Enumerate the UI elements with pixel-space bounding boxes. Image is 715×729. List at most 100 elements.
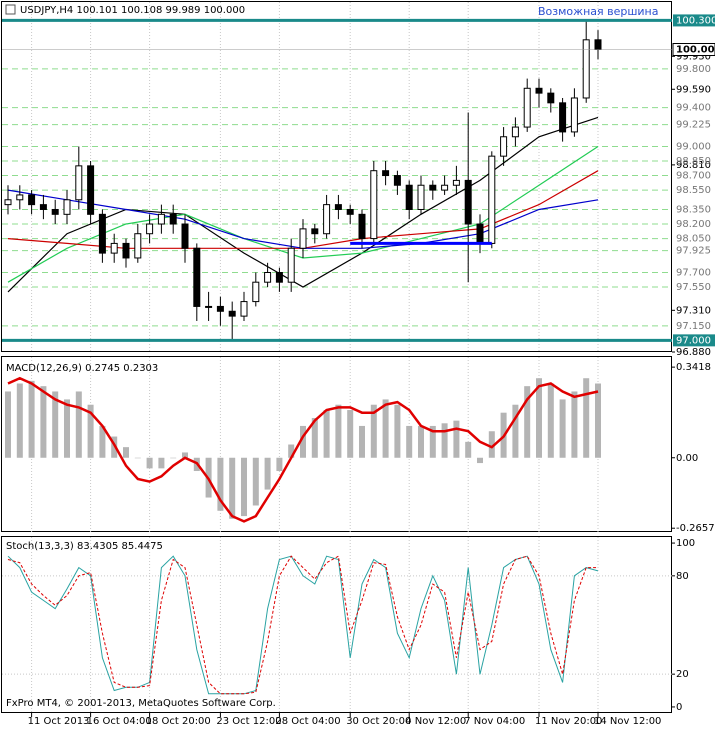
level-label: 99.225 bbox=[676, 120, 711, 131]
candle-body bbox=[323, 204, 331, 235]
histogram-bar bbox=[382, 399, 389, 458]
macd-panel bbox=[1, 356, 672, 532]
level-label: 97.925 bbox=[676, 246, 711, 257]
x-tick-label: 4 Nov 12:00 bbox=[405, 716, 466, 727]
histogram-bar bbox=[241, 457, 247, 517]
x-tick-label: 16 Oct 04:00 bbox=[87, 716, 152, 727]
candle-body bbox=[370, 170, 378, 240]
histogram-bar bbox=[217, 457, 224, 511]
histogram-bar bbox=[370, 404, 377, 458]
histogram-bar bbox=[477, 457, 483, 464]
oscillator-line bbox=[7, 555, 598, 695]
oscillator-line bbox=[7, 555, 599, 695]
level-label: 99.800 bbox=[676, 64, 711, 75]
candle-body bbox=[98, 213, 106, 254]
histogram-bar bbox=[52, 391, 59, 458]
candle-body bbox=[405, 184, 413, 210]
histogram-bar bbox=[335, 404, 342, 458]
histogram-bar bbox=[40, 386, 47, 458]
price-title: USDJPY,H4 100.101 100.108 99.989 100.000 bbox=[20, 5, 245, 16]
level-label: 97.150 bbox=[676, 321, 711, 332]
histogram-bar bbox=[429, 425, 436, 458]
level-label: 99.400 bbox=[676, 103, 711, 114]
macd-title: MACD(12,26,9) 0.2745 0.2303 bbox=[6, 363, 158, 374]
candle-body bbox=[311, 228, 319, 235]
candle-body bbox=[441, 184, 449, 191]
level-label: 99.000 bbox=[676, 141, 711, 152]
candle-body bbox=[16, 194, 24, 201]
y-tick-label: 80 bbox=[676, 571, 689, 582]
candle-body bbox=[28, 194, 36, 206]
y-tick-label: 99.590 bbox=[676, 84, 711, 95]
histogram-bar bbox=[229, 457, 236, 519]
annotation: Возможная вершина bbox=[538, 5, 659, 18]
histogram-bar bbox=[559, 399, 566, 458]
candle-body bbox=[4, 199, 12, 206]
candle-body bbox=[169, 213, 177, 225]
symbol-icon bbox=[5, 4, 16, 15]
histogram-bar bbox=[182, 452, 188, 458]
candle-body bbox=[511, 126, 519, 138]
candle-body bbox=[346, 208, 354, 215]
histogram-bar bbox=[453, 420, 460, 458]
histogram-bar bbox=[75, 391, 82, 458]
y-tick-label: 0.00 bbox=[676, 453, 698, 464]
candle-body bbox=[252, 281, 260, 303]
y-tick-label: -0.2657 bbox=[676, 523, 715, 534]
histogram-bar bbox=[123, 447, 129, 458]
y-tick-label: 97.310 bbox=[676, 305, 711, 316]
key-level-label: 100.300 bbox=[676, 15, 715, 26]
histogram-bar bbox=[488, 431, 495, 458]
current-price-label: 100.000 bbox=[676, 45, 715, 56]
candle-body bbox=[582, 39, 590, 99]
candle-body bbox=[535, 87, 543, 94]
level-label: 98.700 bbox=[676, 171, 711, 182]
y-tick-label: 96.880 bbox=[676, 347, 711, 358]
histogram-bar bbox=[99, 425, 106, 458]
candle-body bbox=[358, 213, 366, 240]
candle-body bbox=[228, 310, 236, 317]
y-tick-label: 20 bbox=[676, 669, 689, 680]
candle-body bbox=[51, 208, 59, 215]
candle-body bbox=[547, 92, 555, 104]
candle-body bbox=[216, 305, 224, 312]
x-tick-label: 18 Oct 20:00 bbox=[146, 716, 211, 727]
y-tick-label: 98.810 bbox=[676, 160, 711, 171]
x-tick-label: 14 Nov 12:00 bbox=[594, 716, 661, 727]
candle-body bbox=[87, 165, 95, 215]
footer: FxPro MT4, © 2001-2013, MetaQuotes Softw… bbox=[6, 698, 276, 709]
histogram-bar bbox=[300, 425, 306, 458]
level-label: 97.550 bbox=[676, 282, 711, 293]
histogram-bar bbox=[5, 391, 11, 458]
x-tick-label: 23 Oct 12:00 bbox=[216, 716, 281, 727]
histogram-bar bbox=[595, 383, 601, 458]
level-label: 98.350 bbox=[676, 204, 711, 215]
x-tick-label: 7 Nov 04:00 bbox=[464, 716, 525, 727]
candle-body bbox=[500, 136, 508, 157]
candle-body bbox=[193, 247, 201, 307]
histogram-bar bbox=[311, 417, 318, 458]
candle-body bbox=[75, 165, 83, 201]
histogram-bar bbox=[146, 457, 153, 469]
histogram-bar bbox=[87, 404, 94, 458]
x-tick-label: 11 Oct 2013 bbox=[28, 716, 90, 727]
histogram-bar bbox=[288, 444, 295, 458]
candle-body bbox=[594, 39, 602, 51]
histogram-bar bbox=[252, 457, 259, 506]
candle-body bbox=[39, 204, 47, 210]
candle-body bbox=[476, 223, 484, 244]
stoch-panel bbox=[1, 536, 672, 713]
candle-body bbox=[464, 179, 472, 225]
candle-body bbox=[299, 228, 307, 249]
key-level-label: 97.000 bbox=[676, 335, 711, 346]
candle-body bbox=[452, 179, 460, 186]
candle-body bbox=[134, 233, 142, 259]
histogram-bar bbox=[359, 425, 365, 458]
candle-body bbox=[157, 213, 165, 225]
candle-body bbox=[110, 242, 118, 254]
candle-body bbox=[240, 301, 248, 317]
histogram-bar bbox=[547, 383, 554, 458]
candle-body bbox=[275, 271, 283, 283]
